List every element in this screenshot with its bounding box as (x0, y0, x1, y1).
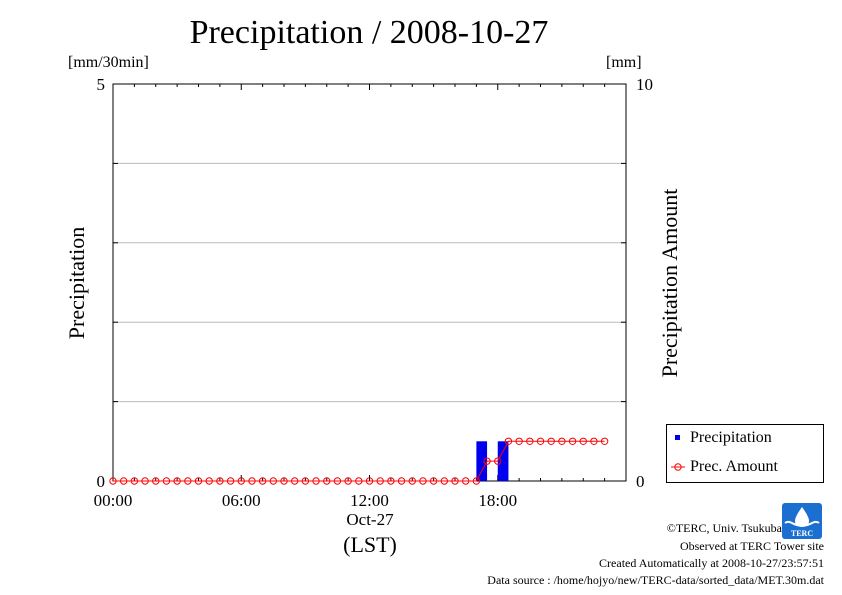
x-tick-label: 00:00 (94, 491, 133, 510)
left-tick-label: 0 (97, 472, 106, 491)
amount-marker (226, 477, 235, 485)
legend-markers (671, 435, 685, 471)
legend-swatch-amount-marker (674, 463, 682, 471)
left-axis-unit: [mm/30min] (68, 54, 149, 71)
amount-marker (301, 477, 310, 485)
amount-marker (237, 477, 245, 485)
terc-logo-text: TERC (791, 529, 813, 538)
amount-marker (333, 477, 342, 485)
chart-title: Precipitation / 2008-10-27 (189, 14, 549, 51)
amount-marker (440, 477, 449, 485)
amount-marker (461, 477, 470, 485)
right-tick-label: 0 (636, 472, 645, 491)
x-tick-label: 06:00 (222, 491, 261, 510)
x-axis-date-label: Oct-27 (346, 510, 394, 529)
amount-marker (290, 477, 299, 485)
amount-marker (312, 477, 320, 485)
terc-logo-icon: TERC (782, 503, 822, 539)
amount-marker (568, 437, 577, 445)
amount-line (113, 440, 605, 482)
credit-created: Created Automatically at 2008-10-27/23:5… (599, 556, 824, 570)
legend-swatch-precipitation (675, 435, 680, 440)
amount-marker (194, 477, 203, 485)
amount-marker (483, 457, 491, 465)
precipitation-bar (497, 441, 509, 481)
amount-marker (173, 477, 181, 485)
amount-marker (141, 477, 149, 485)
amount-marker (451, 477, 459, 485)
amount-marker (280, 477, 288, 485)
amount-marker (429, 477, 438, 485)
amount-marker (472, 477, 481, 485)
amount-marker (258, 477, 267, 485)
precipitation-bar (476, 441, 488, 481)
amount-marker (205, 477, 213, 485)
amount-marker (216, 477, 224, 485)
left-tick-label: 5 (97, 75, 106, 94)
amount-marker (558, 437, 566, 445)
amount-marker (515, 437, 523, 445)
amount-marker (408, 477, 416, 485)
x-axis-zone-label: (LST) (343, 532, 397, 557)
right-axis-unit: [mm] (606, 54, 642, 71)
amount-marker (130, 477, 139, 485)
amount-marker (248, 477, 256, 485)
amount-marker (536, 437, 545, 445)
x-tick-label: 18:00 (478, 491, 517, 510)
legend-label-amount: Prec. Amount (690, 458, 778, 475)
amount-marker (600, 437, 609, 445)
amount-marker (376, 477, 384, 485)
amount-marker (365, 477, 374, 485)
amount-marker (504, 437, 513, 445)
legend-label-precipitation: Precipitation (690, 429, 772, 446)
credit-source: Data source : /home/hojyo/new/TERC-data/… (487, 573, 824, 587)
amount-marker (152, 477, 160, 485)
amount-marker (119, 477, 128, 485)
credit-site: Observed at TERC Tower site (679, 539, 824, 553)
amount-marker (344, 477, 352, 485)
right-tick-label: 10 (636, 75, 653, 94)
amount-marker (162, 477, 171, 485)
amount-marker (184, 477, 192, 485)
amount-marker (494, 457, 502, 465)
amount-marker (547, 437, 555, 445)
amount-marker (579, 437, 587, 445)
amount-marker (590, 437, 598, 445)
plot-frame (112, 83, 627, 482)
legend: Precipitation Prec. Amount (666, 424, 824, 483)
amount-marker (526, 437, 534, 445)
amount-marker (109, 477, 117, 485)
amount-marker (419, 477, 427, 485)
amount-marker (269, 477, 278, 485)
amount-marker (387, 477, 395, 485)
amount-marker (323, 477, 331, 485)
amount-marker (355, 477, 363, 485)
credit-copyright: ©TERC, Univ. Tsukuba (666, 521, 782, 535)
amount-marker (397, 477, 406, 485)
x-tick-label: 12:00 (350, 491, 389, 510)
